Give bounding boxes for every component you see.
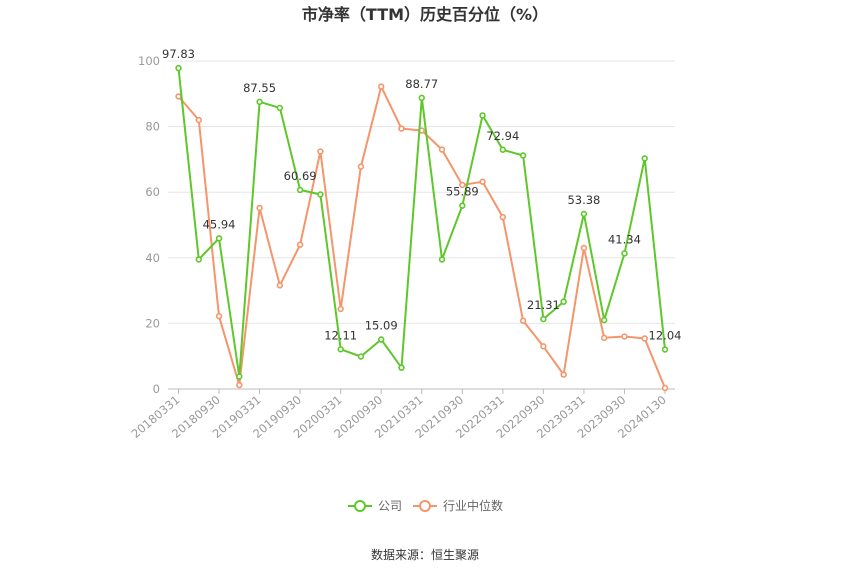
chart-title: 市净率（TTM）历史百分位（%） xyxy=(302,5,548,24)
data-point[interactable] xyxy=(580,244,588,252)
data-point[interactable] xyxy=(600,334,608,342)
data-label: 45.94 xyxy=(203,217,236,231)
data-point[interactable] xyxy=(479,112,486,119)
data-point[interactable] xyxy=(418,94,425,102)
data-point[interactable] xyxy=(438,256,446,263)
y-tick-label: 80 xyxy=(145,120,160,134)
data-label: 15.09 xyxy=(365,319,398,333)
data-point[interactable] xyxy=(195,116,202,124)
data-point[interactable] xyxy=(256,204,263,212)
data-point[interactable] xyxy=(337,346,344,353)
x-axis: 2018033120180930201903312019093020200331… xyxy=(129,388,675,441)
data-point[interactable] xyxy=(661,346,669,353)
legend-label-company: 公司 xyxy=(378,499,402,513)
y-tick-label: 100 xyxy=(138,54,160,68)
data-point[interactable] xyxy=(459,181,466,189)
data-point[interactable] xyxy=(621,250,628,257)
data-point[interactable] xyxy=(459,202,466,209)
series-1 xyxy=(175,83,669,392)
data-label: 88.77 xyxy=(405,77,438,91)
data-point[interactable] xyxy=(519,317,527,324)
data-label: 21.31 xyxy=(527,298,560,312)
data-point[interactable] xyxy=(540,343,547,350)
data-label: 55.89 xyxy=(446,185,479,199)
series-group xyxy=(175,64,669,392)
data-point[interactable] xyxy=(378,336,385,343)
data-point[interactable] xyxy=(276,282,284,289)
data-point[interactable] xyxy=(479,178,486,185)
data-point[interactable] xyxy=(540,315,547,323)
data-point[interactable] xyxy=(661,384,669,392)
data-label: 41.34 xyxy=(608,232,641,246)
data-point[interactable] xyxy=(175,93,182,100)
data-point[interactable] xyxy=(357,353,365,360)
y-tick-label: 40 xyxy=(145,251,160,265)
data-point[interactable] xyxy=(175,64,182,72)
data-point[interactable] xyxy=(256,98,263,106)
data-point[interactable] xyxy=(296,241,304,248)
data-point[interactable] xyxy=(276,104,284,112)
data-point[interactable] xyxy=(317,191,324,198)
data-point[interactable] xyxy=(317,148,324,155)
data-point[interactable] xyxy=(519,152,527,159)
series-0 xyxy=(175,64,669,380)
data-point[interactable] xyxy=(337,305,344,313)
data-point[interactable] xyxy=(641,335,648,342)
source-note: 数据来源：恒生聚源 xyxy=(371,547,479,562)
legend-label-industry-median: 行业中位数 xyxy=(443,498,503,513)
legend-marker-industry-median xyxy=(419,500,431,512)
data-point[interactable] xyxy=(357,163,365,170)
data-point[interactable] xyxy=(580,210,588,218)
data-point[interactable] xyxy=(621,333,628,340)
y-tick-label: 60 xyxy=(145,185,160,199)
data-point[interactable] xyxy=(296,186,304,194)
data-point[interactable] xyxy=(195,256,202,263)
data-label: 12.04 xyxy=(649,329,682,343)
data-labels: 97.83 45.94 87.55 60.69 12.11 15.09 88.77 55.89… xyxy=(162,47,681,342)
legend-marker-company xyxy=(354,500,366,512)
data-point[interactable] xyxy=(499,213,507,221)
data-point[interactable] xyxy=(499,146,507,153)
data-point[interactable] xyxy=(236,373,243,380)
y-axis: 0 20 40 60 80 100 xyxy=(138,54,160,396)
data-point[interactable] xyxy=(560,371,567,378)
data-point[interactable] xyxy=(600,316,608,324)
y-tick-label: 20 xyxy=(145,316,160,330)
data-point[interactable] xyxy=(641,155,648,162)
data-point[interactable] xyxy=(215,312,223,320)
data-label: 97.83 xyxy=(162,47,195,61)
series-line xyxy=(177,67,666,378)
legend-item-company[interactable]: 公司 xyxy=(348,499,402,513)
data-point[interactable] xyxy=(215,235,223,242)
data-point[interactable] xyxy=(378,83,385,90)
data-point[interactable] xyxy=(560,298,567,305)
legend-item-industry-median[interactable]: 行业中位数 xyxy=(413,498,503,513)
data-point[interactable] xyxy=(398,364,405,371)
data-point[interactable] xyxy=(398,125,405,132)
data-point[interactable] xyxy=(438,146,446,153)
data-label: 87.55 xyxy=(243,81,276,95)
data-point[interactable] xyxy=(236,381,243,389)
data-label: 53.38 xyxy=(567,193,600,207)
data-label: 12.11 xyxy=(324,328,357,342)
y-tick-label: 0 xyxy=(153,382,160,396)
data-label: 60.69 xyxy=(284,169,317,183)
data-label: 72.94 xyxy=(486,129,519,143)
legend: 公司 行业中位数 xyxy=(348,498,503,513)
